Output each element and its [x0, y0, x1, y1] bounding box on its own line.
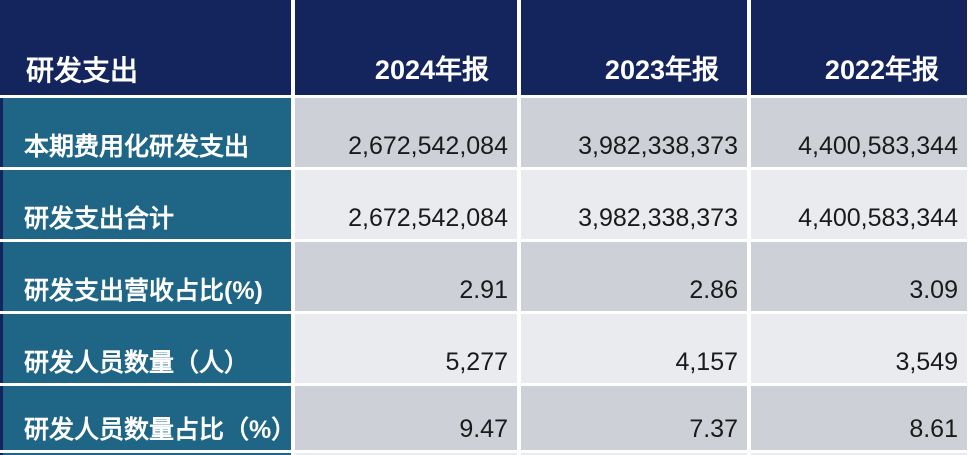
table-cell: 3.09: [751, 242, 967, 311]
table-cell: 4,400,583,344: [751, 170, 967, 239]
cutoff-row-label-sliver: [0, 453, 291, 455]
table-cell: 3,982,338,373: [521, 170, 747, 239]
table-cell: 3,982,338,373: [521, 98, 747, 167]
table-cell: 5,277: [295, 314, 517, 383]
row-label-rnd-staff-ratio: 研发人员数量占比（%）: [0, 386, 291, 450]
table-cell: 2,672,542,084: [295, 170, 517, 239]
column-header-2024: 2024年报: [295, 0, 517, 95]
row-label-rnd-staff-count: 研发人员数量（人）: [0, 314, 291, 383]
cutoff-row-cell-sliver: [521, 453, 747, 455]
table-cell: 2.86: [521, 242, 747, 311]
table-cell: 2,672,542,084: [295, 98, 517, 167]
cutoff-row-cell-sliver: [751, 453, 967, 455]
table-cell: 9.47: [295, 386, 517, 450]
column-header-2022: 2022年报: [751, 0, 967, 95]
table-cell: 3,549: [751, 314, 967, 383]
row-label-total-rnd: 研发支出合计: [0, 170, 291, 239]
table-title: 研发支出: [0, 0, 291, 95]
table-cell: 8.61: [751, 386, 967, 450]
column-header-2023: 2023年报: [521, 0, 747, 95]
table-cell: 2.91: [295, 242, 517, 311]
table-cell: 4,157: [521, 314, 747, 383]
table-cell: 7.37: [521, 386, 747, 450]
table-cell: 4,400,583,344: [751, 98, 967, 167]
row-label-rnd-revenue-ratio: 研发支出营收占比(%): [0, 242, 291, 311]
row-label-expensed-rnd: 本期费用化研发支出: [0, 98, 291, 167]
cutoff-row-cell-sliver: [295, 453, 517, 455]
